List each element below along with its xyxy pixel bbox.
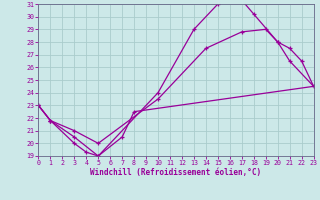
X-axis label: Windchill (Refroidissement éolien,°C): Windchill (Refroidissement éolien,°C) — [91, 168, 261, 177]
